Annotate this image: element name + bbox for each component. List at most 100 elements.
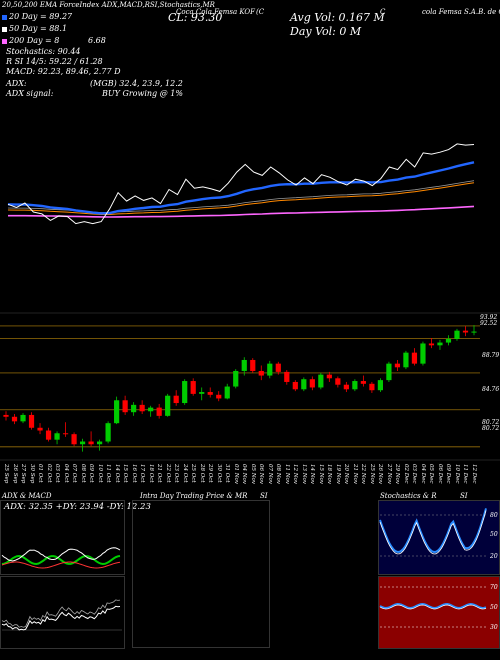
price-level-label: 80.72	[482, 419, 500, 426]
avg-volume-label: Avg Vol: 0.167 M	[290, 11, 385, 24]
candle-body	[309, 379, 315, 388]
candle-body	[454, 330, 460, 339]
candle-body	[462, 330, 469, 333]
close-price-label: CL: 93.30	[168, 11, 223, 24]
stoch-panel-title: Stochastics & R	[380, 492, 437, 500]
rsi-tick: 30	[490, 624, 498, 631]
candle-body	[258, 370, 264, 376]
stoch-tick: 20	[490, 553, 498, 560]
candle-body	[437, 342, 443, 346]
adx-signal-label: ADX signal:	[6, 89, 54, 98]
adx-minus-di-line	[1, 561, 121, 569]
candle-body	[428, 343, 435, 346]
candle-body	[301, 379, 307, 390]
rsi-tick: 50	[490, 604, 498, 611]
ema200-text: 200 Day = 8	[9, 36, 60, 45]
candle-body	[97, 441, 103, 445]
ema20-line	[7, 161, 475, 215]
rsi-tick: 70	[490, 584, 498, 591]
rsi-line	[379, 602, 487, 610]
adx-label: ADX:	[6, 79, 27, 88]
ema50-legend: 50 Day = 88.1	[2, 24, 67, 33]
candle-body	[182, 381, 188, 404]
candle-body	[216, 394, 222, 399]
candle-body	[445, 338, 452, 343]
candle-body	[420, 343, 426, 364]
ema200-swatch	[2, 38, 7, 44]
close-price-line	[7, 143, 475, 225]
rsi-panel	[378, 576, 500, 649]
adx-reading: ADX: 32.35 +DY: 23.94 -DY: 12.23	[4, 502, 151, 512]
candle-body	[369, 383, 375, 391]
candle-body	[11, 416, 18, 422]
price-chart	[0, 143, 500, 461]
stoch-k-line	[379, 508, 487, 554]
candle-body	[156, 407, 162, 416]
candle-body	[62, 433, 69, 435]
ema20-text: 20 Day = 89.27	[9, 12, 73, 21]
intraday-panel	[132, 500, 270, 648]
candle-body	[88, 441, 94, 445]
header-title-cell-5: cola Femsa S.A.B. de C.V.)	[422, 8, 500, 16]
adx-values: (MGB) 32.4, 23.9, 12.2	[90, 79, 183, 88]
header-title-cell-4: C	[380, 8, 386, 16]
ema20-swatch	[2, 14, 7, 20]
day-volume-label: Day Vol: 0 M	[290, 25, 362, 38]
candle-body	[148, 407, 154, 412]
candle-body	[79, 441, 86, 445]
header-title-cell-3: (C	[256, 8, 265, 16]
candle-body	[139, 404, 145, 412]
candle-body	[335, 378, 341, 385]
candle-body	[326, 374, 332, 379]
candle-body	[377, 380, 383, 391]
candle-body	[207, 392, 213, 395]
candle-body	[411, 352, 418, 364]
candle-body	[284, 371, 290, 382]
ema50-text: 50 Day = 88.1	[9, 24, 68, 33]
macd-panel	[0, 576, 125, 649]
candle-body	[471, 331, 477, 333]
rsi-readout: R SI 14/5: 59.22 / 61.28	[6, 57, 103, 66]
candle-body	[318, 374, 324, 388]
candle-body	[403, 352, 409, 368]
candle-body	[28, 414, 35, 428]
price-level-label: 92.52	[480, 320, 498, 327]
candle-body	[394, 363, 401, 368]
adx-panel	[0, 500, 125, 575]
candle-body	[165, 395, 171, 416]
adx-signal-value: BUY Growing @ 1%	[102, 89, 183, 98]
adx-panel-title: ADX & MACD	[2, 492, 52, 500]
stoch-si-label: SI	[460, 492, 468, 500]
candle-body	[45, 430, 52, 440]
candle-body	[190, 381, 196, 394]
candle-body	[54, 433, 60, 440]
candle-body	[250, 359, 256, 371]
price-level-label: 80.72	[482, 425, 500, 432]
macd-line	[1, 599, 121, 628]
rsi-smooth-line	[379, 604, 487, 610]
candle-body	[275, 363, 281, 372]
candle-body	[37, 427, 43, 431]
candle-body	[71, 434, 77, 445]
candle-body	[122, 400, 128, 413]
candle-body	[292, 381, 298, 390]
stochastics-readout: Stochastics: 90.44	[6, 47, 81, 56]
header-title-cell-2: Coca Cola Femsa KOF	[176, 8, 255, 16]
candle-body	[360, 381, 366, 384]
candle-body	[267, 363, 273, 376]
candle-body	[233, 370, 239, 387]
ema20-legend: 20 Day = 89.27	[2, 12, 72, 21]
candle-body	[241, 359, 247, 371]
ema50-line	[7, 182, 475, 215]
stoch-tick: 50	[490, 531, 498, 538]
candle-body	[224, 386, 230, 399]
candle-body	[352, 381, 358, 390]
adx-line	[1, 547, 121, 562]
intraday-si-label: SI	[260, 492, 268, 500]
price-level-label: 88.79	[482, 352, 500, 359]
stoch-tick: 80	[490, 512, 498, 519]
candle-body	[20, 414, 26, 422]
candle-body	[105, 423, 111, 442]
ema200-line	[8, 205, 475, 218]
